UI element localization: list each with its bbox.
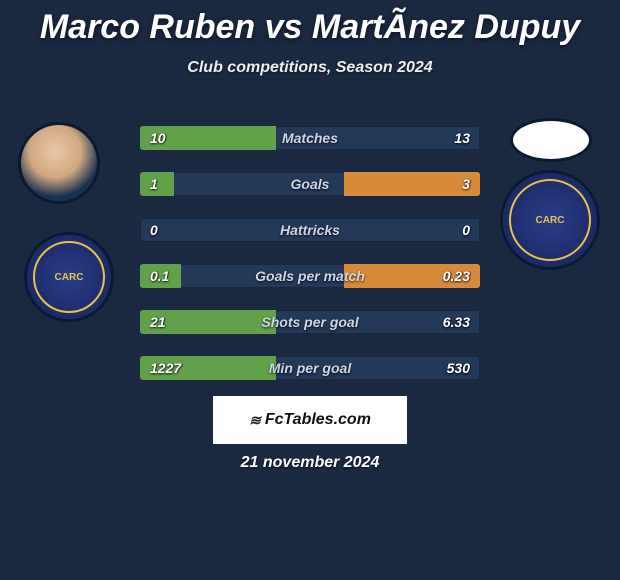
stat-bar-row: 00Hattricks <box>140 218 480 242</box>
stat-bars: 1013Matches 13Goals 00Hattricks 0.10.23Goal… <box>140 126 480 402</box>
club-left-badge: CARC <box>24 232 114 322</box>
club-right-badge: CARC <box>500 170 600 270</box>
brand-wave-icon: ≋ <box>249 412 261 429</box>
page-title: Marco Ruben vs MartÃnez Dupuy <box>0 0 620 47</box>
bar-label: Min per goal <box>140 356 480 380</box>
club-badge-icon: CARC <box>27 235 111 319</box>
stat-bar-row: 13Goals <box>140 172 480 196</box>
bar-label: Goals <box>140 172 480 196</box>
stat-bar-row: 1013Matches <box>140 126 480 150</box>
footer-brand: ≋ FcTables.com <box>213 396 407 444</box>
player-left-avatar <box>18 122 100 204</box>
footer-brand-text: FcTables.com <box>265 411 371 429</box>
stat-bar-row: 0.10.23Goals per match <box>140 264 480 288</box>
bar-label: Shots per goal <box>140 310 480 334</box>
page-subtitle: Club competitions, Season 2024 <box>0 59 620 77</box>
bar-label: Goals per match <box>140 264 480 288</box>
player-face-icon <box>21 125 97 201</box>
club-badge-text: CARC <box>536 215 565 226</box>
stat-bar-row: 1227530Min per goal <box>140 356 480 380</box>
footer-date: 21 november 2024 <box>0 454 620 472</box>
bar-label: Matches <box>140 126 480 150</box>
player-right-avatar <box>510 118 592 162</box>
bar-label: Hattricks <box>140 218 480 242</box>
club-badge-text: CARC <box>55 272 84 283</box>
stat-bar-row: 216.33Shots per goal <box>140 310 480 334</box>
club-badge-icon: CARC <box>503 173 597 267</box>
